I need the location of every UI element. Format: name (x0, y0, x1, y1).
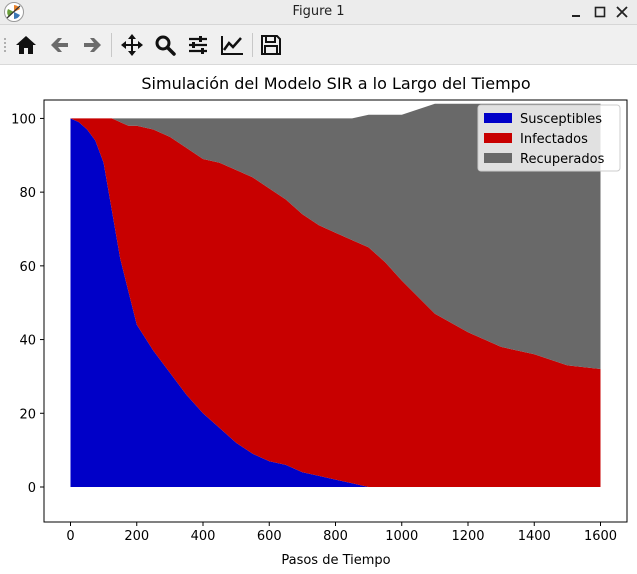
x-tick-label: 800 (323, 529, 348, 544)
x-tick-label: 1400 (518, 529, 551, 544)
figure-canvas: Simulación del Modelo SIR a lo Largo del… (0, 65, 637, 574)
legend-box (477, 104, 621, 172)
legend-label: Recuperados (520, 152, 605, 167)
configure-subplots-icon[interactable] (184, 31, 212, 59)
y-axis-ticks: 0 20 40 60 80 100 (11, 112, 44, 496)
legend-label: Susceptibles (520, 112, 602, 127)
sir-chart: Simulación del Modelo SIR a lo Largo del… (11, 74, 628, 568)
legend-swatch (484, 113, 512, 123)
window-titlebar: Figure 1 (0, 0, 637, 25)
app-logo-icon (4, 2, 24, 22)
x-tick-label: 1000 (385, 529, 418, 544)
chart-title: Simulación del Modelo SIR a lo Largo del… (141, 74, 530, 93)
legend-label: Infectados (520, 132, 588, 147)
y-tick-label: 80 (19, 186, 36, 201)
zoom-icon[interactable] (151, 31, 179, 59)
pan-icon[interactable] (118, 31, 146, 59)
area-susceptibles (70, 118, 601, 488)
y-tick-label: 40 (19, 334, 36, 349)
y-tick-label: 60 (19, 260, 36, 275)
legend-swatch (484, 153, 512, 163)
forward-arrow-icon[interactable] (78, 31, 106, 59)
x-tick-label: 200 (124, 529, 149, 544)
x-axis-label: Pasos de Tiempo (281, 553, 390, 568)
window-title: Figure 1 (292, 4, 345, 19)
y-tick-label: 100 (11, 112, 36, 127)
minimize-icon[interactable] (566, 2, 586, 22)
area-recuperados (70, 103, 601, 369)
home-icon[interactable] (12, 31, 40, 59)
area-infectados (70, 118, 601, 488)
toolbar-separator (252, 33, 253, 57)
toolbar-grip[interactable] (3, 37, 7, 53)
x-tick-label: 400 (191, 529, 216, 544)
maximize-icon[interactable] (590, 2, 610, 22)
save-icon[interactable] (257, 31, 285, 59)
legend-swatch (484, 133, 512, 143)
toolbar-separator (111, 33, 112, 57)
y-tick-label: 0 (28, 481, 36, 496)
x-axis-ticks: 0 200 400 600 800 1000 1200 1400 1600 (66, 522, 617, 544)
edit-axes-icon[interactable] (218, 31, 246, 59)
navigation-toolbar (0, 25, 637, 65)
close-icon[interactable] (612, 2, 632, 22)
plot-areas (70, 103, 601, 488)
chart-legend: Susceptibles Infectados Recuperados (477, 104, 621, 172)
x-tick-label: 600 (257, 529, 282, 544)
x-tick-label: 1600 (584, 529, 617, 544)
x-tick-label: 1200 (451, 529, 484, 544)
back-arrow-icon[interactable] (46, 31, 74, 59)
x-tick-label: 0 (66, 529, 74, 544)
y-tick-label: 20 (19, 407, 36, 422)
